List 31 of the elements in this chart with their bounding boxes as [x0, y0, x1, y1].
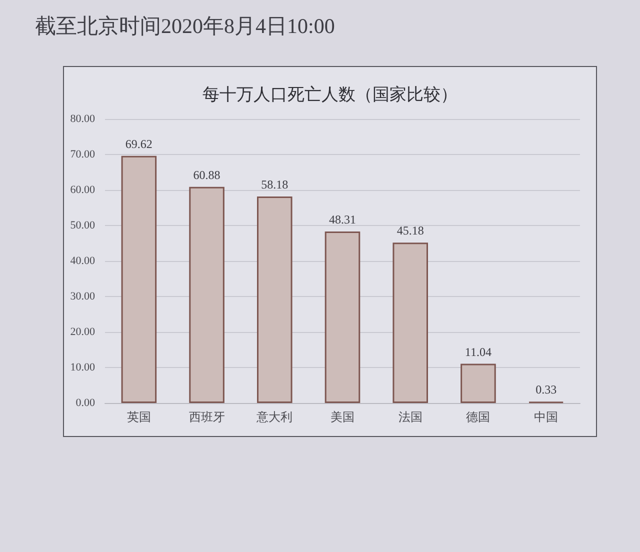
data-label: 58.18 [261, 177, 288, 192]
bar [189, 186, 224, 403]
y-tick-label: 80.00 [70, 113, 96, 125]
chart-title: 每十万人口死亡人数（国家比较） [202, 85, 458, 104]
y-tick-label: 20.00 [70, 326, 96, 338]
x-tick-label: 意大利 [256, 410, 293, 424]
data-label: 69.62 [125, 136, 152, 151]
x-tick-label: 英国 [126, 410, 151, 424]
y-tick-label: 0.00 [76, 397, 96, 409]
y-tick-label: 60.00 [70, 184, 96, 196]
data-label: 11.04 [464, 344, 492, 359]
data-label: 48.31 [329, 212, 356, 226]
data-label: 0.33 [536, 382, 557, 397]
bar [324, 232, 360, 403]
y-tick-label: 30.00 [70, 290, 96, 302]
y-tick-label: 10.00 [70, 362, 96, 374]
y-tick-label: 70.00 [70, 148, 96, 160]
x-tick-label: 德国 [466, 410, 490, 424]
data-label: 45.18 [396, 224, 424, 238]
y-tick-label: 40.00 [70, 255, 96, 267]
text: 截至北京时间2020年8月4日10:00 [35, 13, 335, 40]
data-label: 60.88 [193, 168, 220, 182]
y-tick-label: 50.00 [70, 220, 96, 232]
bar [257, 196, 292, 403]
bar [392, 242, 428, 403]
x-tick-label: 中国 [534, 410, 558, 424]
x-tick-label: 西班牙 [188, 410, 225, 424]
bar [460, 364, 496, 403]
x-tick-label: 美国 [330, 410, 354, 424]
x-tick-label: 法国 [398, 410, 422, 424]
bar [121, 156, 157, 403]
